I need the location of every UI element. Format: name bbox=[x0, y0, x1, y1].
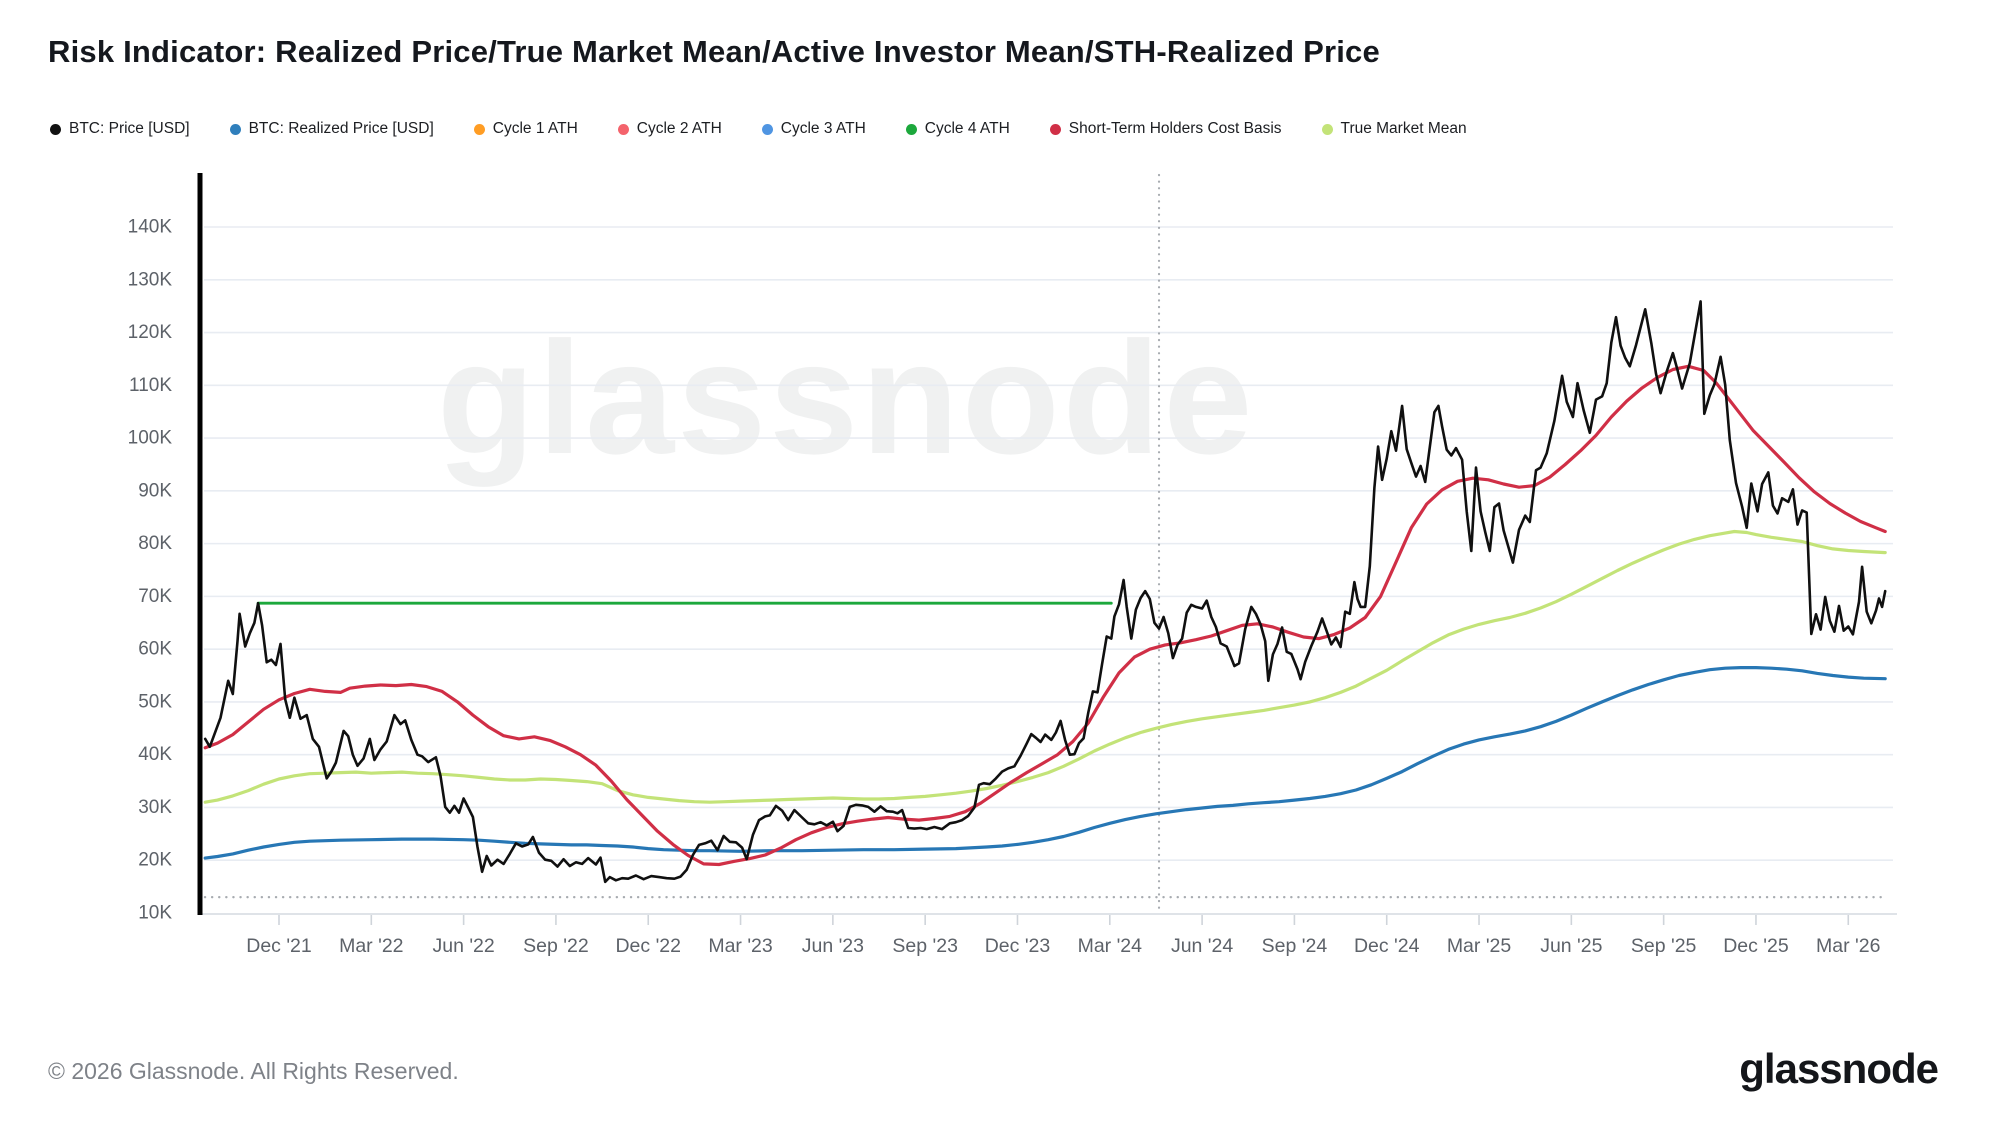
y-axis-tick-label: 140K bbox=[128, 217, 173, 238]
y-axis-tick-label: 120K bbox=[128, 322, 173, 343]
series-btc-price-usd bbox=[203, 300, 1887, 884]
x-axis-tick-label: Sep '24 bbox=[1262, 935, 1328, 957]
y-axis-tick-label: 80K bbox=[138, 533, 172, 554]
legend-item-label: Cycle 3 ATH bbox=[780, 120, 866, 137]
glassnode-watermark: glassnode bbox=[437, 308, 1256, 487]
y-axis-tick-label: 20K bbox=[138, 850, 172, 871]
y-axis-tick-label: 40K bbox=[138, 744, 172, 765]
x-axis-tick-label: Jun '25 bbox=[1540, 935, 1602, 957]
y-gridlines bbox=[204, 226, 1893, 862]
x-axis-tick-label: Dec '21 bbox=[246, 935, 312, 957]
legend-item-short-term-holders-cost-basis[interactable]: Short-Term Holders Cost Basis bbox=[1049, 120, 1282, 138]
y-axis-tick-label: 10K bbox=[138, 903, 172, 924]
legend-item-label: BTC: Realized Price [USD] bbox=[248, 120, 434, 137]
y-axis-tick-label: 90K bbox=[138, 480, 172, 501]
y-axis-tick-label: 100K bbox=[128, 428, 173, 449]
legend-item-label: True Market Mean bbox=[1340, 120, 1467, 137]
x-axis-tick-label: Jun '24 bbox=[1171, 935, 1233, 957]
x-axis-tick-label: Dec '23 bbox=[985, 935, 1051, 957]
x-axis-tick-label: Jun '22 bbox=[432, 935, 494, 957]
legend-swatch-icon bbox=[905, 123, 917, 135]
page-title: Risk Indicator: Realized Price/True Mark… bbox=[48, 34, 1380, 69]
legend-swatch-icon bbox=[1321, 123, 1333, 135]
legend-item-label: Cycle 2 ATH bbox=[636, 120, 722, 137]
glassnode-logo: glassnode bbox=[1739, 1045, 1939, 1092]
legend-swatch-icon bbox=[617, 123, 629, 135]
series-short-term-holders-cost-basis bbox=[203, 364, 1887, 867]
legend-swatch-icon bbox=[761, 123, 773, 135]
y-axis-tick-label: 50K bbox=[138, 691, 172, 712]
y-axis-tick-label: 130K bbox=[128, 269, 173, 290]
legend-swatch-icon bbox=[473, 123, 485, 135]
series-btc-realized-price-usd bbox=[203, 665, 1887, 860]
x-axis-tick-label: Sep '25 bbox=[1631, 935, 1697, 957]
legend-item-label: BTC: Price [USD] bbox=[69, 120, 190, 137]
legend-item-true-market-mean[interactable]: True Market Mean bbox=[1321, 120, 1467, 138]
x-axis-tick-label: Mar '22 bbox=[339, 935, 403, 957]
y-axis-tick-label: 70K bbox=[138, 586, 172, 607]
legend-item-cycle-1-ath[interactable]: Cycle 1 ATH bbox=[473, 120, 578, 138]
x-axis-tick-label: Dec '25 bbox=[1723, 935, 1789, 957]
x-axis-tick-label: Mar '24 bbox=[1078, 935, 1143, 957]
legend-swatch-icon bbox=[50, 123, 61, 135]
legend-item-btc-realized-price-usd[interactable]: BTC: Realized Price [USD] bbox=[229, 120, 434, 138]
series-true-market-mean bbox=[203, 529, 1887, 804]
legend-item-cycle-4-ath[interactable]: Cycle 4 ATH bbox=[905, 120, 1010, 138]
legend-item-label: Short-Term Holders Cost Basis bbox=[1068, 120, 1282, 137]
x-axis-tick-label: Sep '23 bbox=[892, 935, 958, 957]
legend-item-btc-price-usd[interactable]: BTC: Price [USD] bbox=[50, 120, 190, 138]
copyright-text: © 2026 Glassnode. All Rights Reserved. bbox=[48, 1058, 459, 1084]
legend-item-label: Cycle 1 ATH bbox=[492, 120, 578, 137]
y-axis-tick-label: 110K bbox=[129, 375, 172, 396]
x-axis-tick-label: Jun '23 bbox=[802, 935, 864, 957]
x-axis-tick-label: Dec '22 bbox=[615, 935, 681, 957]
legend-item-cycle-3-ath[interactable]: Cycle 3 ATH bbox=[761, 120, 866, 138]
legend-item-cycle-2-ath[interactable]: Cycle 2 ATH bbox=[617, 120, 722, 138]
x-axis-tick-label: Mar '26 bbox=[1816, 935, 1880, 957]
legend-item-label: Cycle 4 ATH bbox=[924, 120, 1010, 137]
legend-swatch-icon bbox=[229, 123, 241, 135]
y-axis-wall bbox=[197, 173, 203, 915]
risk-indicator-chart[interactable]: 140K 130K 120K 110K 100K 90K 80K 70K 60K 50K 40K 30… bbox=[0, 0, 2000, 1010]
x-axis-tick-label: Mar '25 bbox=[1447, 935, 1512, 957]
x-axis-labels: Dec '21 Mar '22 Jun '22 Sep '22 Dec '22 Mar '… bbox=[246, 915, 1880, 957]
y-axis-tick-label: 30K bbox=[138, 797, 172, 818]
x-axis-tick-label: Sep '22 bbox=[523, 935, 589, 957]
x-axis-tick-label: Mar '23 bbox=[708, 935, 772, 957]
y-axis-tick-label: 60K bbox=[138, 639, 172, 660]
legend: BTC: Price [USD] BTC: Realized Price [USD… bbox=[50, 120, 1467, 138]
x-axis-tick-label: Dec '24 bbox=[1354, 935, 1420, 957]
legend-swatch-icon bbox=[1049, 123, 1061, 135]
y-axis-labels: 140K 130K 120K 110K 100K 90K 80K 70K 60K 50K 40K 30… bbox=[128, 217, 173, 924]
